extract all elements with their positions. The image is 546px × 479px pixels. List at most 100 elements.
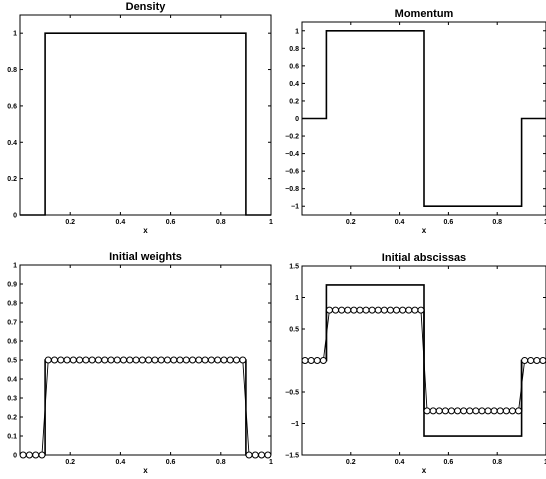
plot-frame bbox=[19, 14, 272, 216]
data-point bbox=[490, 407, 498, 415]
data-point bbox=[429, 407, 437, 415]
y-tick-label: 0.2 bbox=[7, 176, 17, 183]
y-tick-label: −1.5 bbox=[285, 453, 299, 460]
y-tick-label: 0.4 bbox=[7, 377, 17, 384]
series-line-1 bbox=[20, 359, 271, 456]
data-point bbox=[82, 356, 90, 364]
data-point bbox=[441, 407, 449, 415]
data-point bbox=[460, 407, 468, 415]
y-tick-label: 0.1 bbox=[7, 434, 17, 441]
data-point bbox=[301, 357, 309, 364]
data-point bbox=[44, 356, 52, 364]
x-tick-label: 0.4 bbox=[395, 459, 405, 466]
y-tick-label: 0.6 bbox=[7, 103, 17, 110]
data-point bbox=[151, 356, 159, 364]
data-point bbox=[319, 357, 327, 364]
data-point bbox=[423, 407, 431, 415]
chart-panel-3: Initial weights 0.2 0.4 0.6 0.8 1 0 0.1 0.2 0.3 0.… bbox=[7, 251, 273, 475]
y-tick-label: 0 bbox=[13, 213, 17, 220]
data-point bbox=[527, 357, 535, 364]
x-tick-label: 0.2 bbox=[346, 459, 356, 466]
data-point bbox=[411, 306, 419, 314]
data-point bbox=[220, 356, 228, 364]
data-point bbox=[338, 306, 346, 314]
y-tick-label: 0.6 bbox=[7, 339, 17, 346]
y-tick-label: −0.8 bbox=[285, 186, 299, 193]
data-point bbox=[484, 407, 492, 415]
y-tick-label: 1 bbox=[295, 28, 299, 35]
y-tick-label: 0.6 bbox=[289, 63, 299, 70]
data-point bbox=[182, 356, 190, 364]
chart-title: Momentum bbox=[395, 8, 454, 20]
chart-title: Initial weights bbox=[109, 251, 182, 263]
data-point bbox=[502, 407, 510, 415]
y-tick-label: 1 bbox=[13, 263, 17, 270]
data-point bbox=[454, 407, 462, 415]
y-tick-label: 0.5 bbox=[7, 358, 17, 365]
y-tick-label: 1.5 bbox=[289, 264, 299, 271]
data-point bbox=[88, 356, 96, 364]
data-point bbox=[63, 356, 71, 364]
data-point bbox=[380, 306, 388, 314]
data-point bbox=[399, 306, 407, 314]
data-point bbox=[120, 356, 128, 364]
data-point bbox=[344, 306, 352, 314]
data-point bbox=[435, 407, 443, 415]
data-point bbox=[393, 306, 401, 314]
chart-panel-1: Density 0.2 0.4 0.6 0.8 1 0 0.2 0.4 0.6 0.8 1 x bbox=[7, 1, 273, 235]
data-point bbox=[32, 451, 40, 459]
data-point bbox=[189, 356, 197, 364]
data-point bbox=[332, 306, 340, 314]
x-tick-label: 0.2 bbox=[346, 219, 356, 226]
data-point bbox=[362, 306, 370, 314]
x-tick-label: 0.2 bbox=[65, 459, 75, 466]
y-tick-label: −1 bbox=[291, 204, 299, 211]
chart-panel-4: Initial abscissas 0.2 0.4 0.6 0.8 1 −1.5 −1 −0.5… bbox=[285, 252, 546, 475]
data-point bbox=[539, 357, 546, 364]
x-tick-label: 0.8 bbox=[216, 219, 226, 226]
y-tick-label: −0.6 bbox=[285, 169, 299, 176]
data-point bbox=[258, 451, 266, 459]
data-point bbox=[38, 451, 46, 459]
y-tick-label: −0.4 bbox=[285, 151, 299, 158]
x-tick-label: 0.8 bbox=[492, 219, 502, 226]
x-axis-label: x bbox=[143, 466, 148, 475]
x-tick-label: 1 bbox=[269, 219, 273, 226]
x-tick-label: 0.6 bbox=[166, 459, 176, 466]
data-point bbox=[126, 356, 134, 364]
data-point bbox=[447, 407, 455, 415]
data-point bbox=[251, 451, 259, 459]
data-point bbox=[521, 357, 529, 364]
x-tick-label: 0.4 bbox=[116, 459, 126, 466]
data-point bbox=[405, 306, 413, 314]
chart-title: Initial abscissas bbox=[382, 252, 466, 264]
data-point bbox=[515, 407, 523, 415]
data-point bbox=[176, 356, 184, 364]
x-tick-label: 1 bbox=[269, 459, 273, 466]
data-point bbox=[170, 356, 178, 364]
y-tick-label: 0.8 bbox=[7, 301, 17, 308]
data-point bbox=[101, 356, 109, 364]
data-point bbox=[386, 306, 394, 314]
x-tick-label: 0.6 bbox=[444, 219, 454, 226]
data-point bbox=[508, 407, 516, 415]
data-point bbox=[51, 356, 59, 364]
y-tick-label: 0.3 bbox=[7, 396, 17, 403]
y-tick-label: −1 bbox=[291, 421, 299, 428]
y-tick-label: 0.2 bbox=[289, 98, 299, 105]
y-tick-label: 0.4 bbox=[7, 140, 17, 147]
y-tick-label: 0.5 bbox=[289, 327, 299, 334]
data-point bbox=[307, 357, 315, 364]
data-point bbox=[356, 306, 364, 314]
x-tick-label: 0.6 bbox=[166, 219, 176, 226]
x-tick-label: 0.4 bbox=[116, 219, 126, 226]
data-point bbox=[472, 407, 480, 415]
chart-title: Density bbox=[126, 1, 167, 13]
data-point bbox=[245, 451, 253, 459]
data-point bbox=[214, 356, 222, 364]
data-point bbox=[264, 451, 272, 459]
data-point bbox=[69, 356, 77, 364]
data-point bbox=[374, 306, 382, 314]
x-axis-label: x bbox=[422, 226, 427, 235]
